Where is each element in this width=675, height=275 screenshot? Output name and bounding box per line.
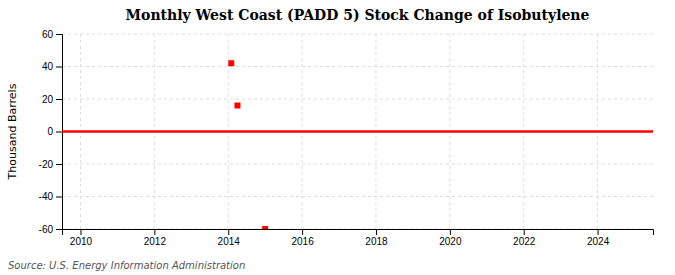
axis-line: [56, 35, 63, 230]
tick-mark: [598, 229, 599, 235]
tick: 2020: [439, 229, 462, 247]
tick: 2016: [291, 229, 314, 247]
tick-label: -60: [39, 224, 54, 235]
tick-mark: [56, 229, 62, 230]
tick-mark: [524, 229, 525, 235]
point: [228, 60, 234, 66]
tick: 2010: [70, 229, 93, 247]
chart: 2010 2012 2014 2016 2018 2020 2022 2024 -60 -40 -2…: [0, 0, 675, 275]
marks: [62, 60, 653, 229]
tick-mark: [56, 67, 62, 68]
tick-label: 0: [47, 126, 53, 137]
tick-label: 20: [42, 94, 54, 105]
tick: 2014: [218, 229, 241, 247]
grid: [62, 34, 653, 229]
tick-mark: [56, 197, 62, 198]
tick-label: 60: [42, 29, 54, 40]
y-axis-label: Thousand Barrels: [6, 83, 19, 180]
tick-label: 2016: [291, 236, 314, 247]
grid-line: [62, 164, 653, 165]
tick-mark: [56, 132, 62, 133]
tick-label: 2024: [587, 236, 610, 247]
tick: 0: [47, 126, 62, 137]
tick-mark: [376, 229, 377, 235]
tick: 2018: [365, 229, 388, 247]
tick-mark: [228, 229, 229, 235]
tick: 2022: [513, 229, 536, 247]
grid-line: [62, 196, 653, 197]
tick-label: 2010: [70, 236, 93, 247]
tick-mark: [450, 229, 451, 235]
tick-label: 2022: [513, 236, 536, 247]
tick: -60: [39, 224, 62, 235]
tick: -40: [39, 191, 62, 202]
grid-line: [62, 99, 653, 100]
tick-mark: [80, 229, 81, 235]
tick-label: 2018: [365, 236, 388, 247]
title: Monthly West Coast (PADD 5) Stock Change…: [126, 7, 590, 23]
x-axis: 2010 2012 2014 2016 2018 2020 2022 2024: [63, 229, 654, 247]
point: [234, 103, 240, 109]
tick-mark: [302, 229, 303, 235]
tick: 40: [42, 61, 62, 72]
tick: 2012: [144, 229, 167, 247]
tick: 20: [42, 94, 62, 105]
grid-line: [62, 66, 653, 67]
tick: 2024: [587, 229, 610, 247]
plot: 2010 2012 2014 2016 2018 2020 2022 2024 -60 -40 -2…: [39, 29, 654, 247]
tick: -20: [39, 159, 62, 170]
tick: 60: [42, 29, 62, 40]
y-axis: -60 -40 -20 0 20 40 60: [39, 29, 63, 235]
tick-mark: [56, 99, 62, 100]
point: [262, 226, 268, 229]
tick-mark: [154, 229, 155, 235]
source: Source: U.S. Energy Information Administ…: [8, 260, 245, 271]
tick-label: 2012: [144, 236, 167, 247]
tick-label: -40: [39, 191, 54, 202]
tick-label: 40: [42, 61, 54, 72]
axis-line: [63, 230, 654, 236]
grid-line: [62, 34, 653, 35]
tick-label: 2020: [439, 236, 462, 247]
tick-mark: [56, 34, 62, 35]
tick-label: -20: [39, 159, 54, 170]
line: [62, 130, 653, 133]
tick-mark: [56, 164, 62, 165]
grid-line: [62, 131, 653, 132]
tick-label: 2014: [218, 236, 241, 247]
